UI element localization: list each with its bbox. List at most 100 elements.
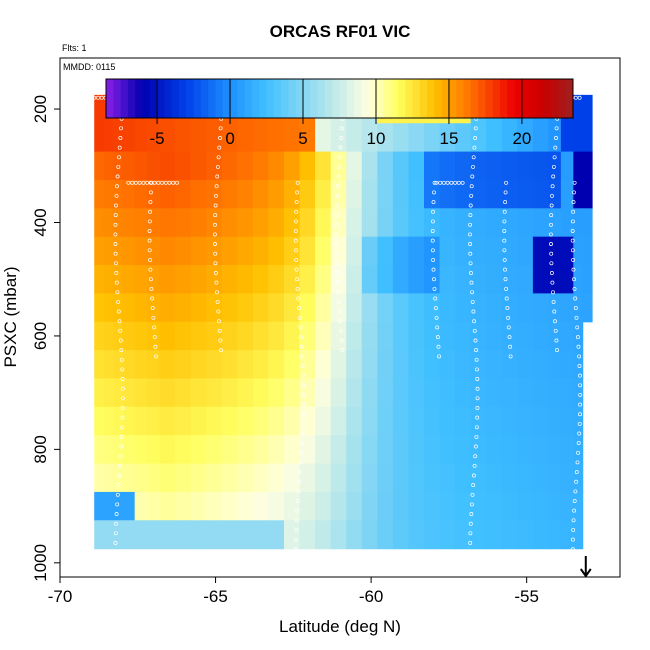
colorbar-swatch <box>361 79 370 118</box>
heatmap-cell <box>377 406 394 436</box>
flight-track-point <box>116 309 121 314</box>
flight-track-point <box>469 512 474 516</box>
heatmap-cell <box>221 406 238 436</box>
heatmap-cell <box>175 350 192 380</box>
flight-track-point <box>549 242 553 246</box>
heatmap-cell <box>103 435 114 465</box>
heatmap-cell <box>284 378 301 408</box>
colorbar-frame <box>105 78 574 119</box>
flight-track-point <box>217 328 222 333</box>
heatmap-cell <box>532 378 550 408</box>
heatmap-cell <box>573 94 584 124</box>
heatmap-cell <box>501 378 518 408</box>
heatmap-cell <box>112 123 123 153</box>
heatmap-cell <box>517 520 534 550</box>
heatmap-cell <box>112 293 123 323</box>
heatmap-cell <box>103 151 114 181</box>
flight-track-point <box>468 203 473 208</box>
heatmap-cell <box>134 463 148 493</box>
flight-track-point <box>115 184 119 189</box>
heatmap-cell <box>486 520 503 550</box>
colorbar-swatch <box>332 79 340 118</box>
flight-track-point <box>503 190 508 195</box>
heatmap-cell <box>346 406 363 436</box>
flight-track-point <box>577 421 582 426</box>
heatmap-cell <box>408 491 425 521</box>
heatmap-cell <box>147 179 161 209</box>
flight-track-point <box>299 344 304 349</box>
flight-track-point <box>469 502 474 507</box>
heatmap-cell <box>377 491 394 521</box>
flight-track-point <box>337 155 342 160</box>
heatmap-cell <box>175 265 192 294</box>
colorbar-swatch <box>171 79 180 118</box>
heatmap-cell <box>103 350 114 380</box>
colorbar-swatch <box>507 79 516 118</box>
heatmap-cell <box>252 236 270 266</box>
heatmap-cell <box>377 208 394 238</box>
colorbar-swatch <box>419 79 428 118</box>
flight-track-point <box>119 357 124 362</box>
heatmap-cell <box>159 265 176 294</box>
heatmap-cell <box>582 123 593 153</box>
flight-track-point <box>114 512 119 516</box>
heatmap-cell <box>175 123 192 153</box>
heatmap-cell <box>346 321 363 351</box>
heatmap-cell <box>560 491 574 521</box>
colorbar-swatch <box>492 79 501 118</box>
flight-track-point <box>469 184 474 189</box>
flight-track-point <box>468 242 473 246</box>
heatmap-cell <box>252 520 270 550</box>
heatmap-cell <box>159 208 176 238</box>
heatmap-cell <box>346 350 363 380</box>
heatmap-cell <box>392 179 410 209</box>
flight-track-point <box>113 232 118 237</box>
heatmap-cell <box>159 520 176 550</box>
heatmap-cell <box>159 321 176 351</box>
colorbar-swatch <box>551 79 559 118</box>
flight-track-point <box>160 180 164 185</box>
flight-track-point <box>550 184 555 189</box>
flight-track-point <box>474 555 479 560</box>
heatmap-cell <box>439 151 456 181</box>
heatmap-cell <box>299 151 316 181</box>
colorbar-tick-label: 5 <box>298 129 307 148</box>
heatmap-cell <box>346 179 363 209</box>
flight-track-point <box>436 344 441 349</box>
chart-title: ORCAS RF01 VIC <box>270 22 411 41</box>
heatmap-cell <box>94 435 105 465</box>
heatmap-cell <box>175 151 192 181</box>
heatmap-cell <box>94 151 105 181</box>
heatmap-cell <box>206 179 223 209</box>
colorbar: -5 0 5 10 15 20 <box>105 78 574 148</box>
flight-track-point <box>470 492 475 497</box>
flight-track-point <box>469 271 473 275</box>
flight-track-point <box>338 319 343 324</box>
colorbar-swatch <box>215 79 224 118</box>
heatmap-cell <box>470 520 487 550</box>
heatmap-cell <box>517 463 534 493</box>
heatmap-cell <box>560 123 574 153</box>
flight-track-point <box>470 299 475 304</box>
flight-track-point <box>334 213 339 218</box>
heatmap-cell <box>299 463 316 493</box>
flight-track-point <box>299 335 303 340</box>
heatmap-cell <box>159 435 176 465</box>
flight-track-point <box>214 193 218 198</box>
heatmap-cell <box>284 406 301 436</box>
heatmap-cell <box>517 151 534 181</box>
heatmap-cell <box>122 265 136 294</box>
flight-track-point <box>218 338 223 343</box>
heatmap-cell <box>392 406 410 436</box>
colorbar-swatch <box>339 79 348 118</box>
heatmap-cell <box>517 208 534 238</box>
heatmap-cell <box>573 435 584 465</box>
heatmap-cell <box>346 378 363 408</box>
colorbar-swatch <box>324 79 333 118</box>
heatmap-cell <box>206 350 223 380</box>
flight-track-point <box>475 415 480 420</box>
heatmap-cell <box>361 463 378 493</box>
flight-track-point <box>487 555 492 560</box>
flight-track-point <box>503 200 508 205</box>
heatmap-cell <box>392 236 410 266</box>
